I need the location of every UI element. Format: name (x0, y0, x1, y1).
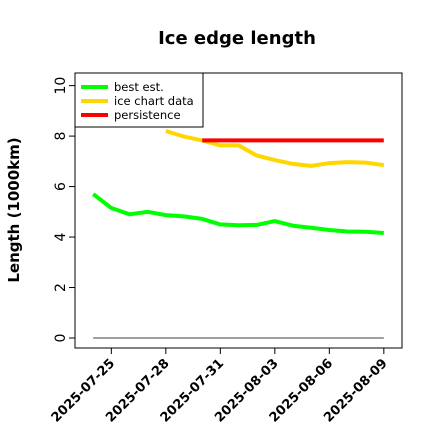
series-line-ice-chart-data (165, 129, 385, 168)
x-axis: 2025-07-252025-07-282025-07-312025-08-03… (49, 348, 391, 426)
legend-label-persistence: persistence (114, 108, 181, 122)
legend-label-ice-chart-data: ice chart data (114, 94, 194, 108)
series-layer (91, 129, 385, 339)
legend-label-best-est: best est. (114, 80, 164, 94)
y-tick-label: 6 (53, 182, 69, 191)
y-tick-label: 2 (53, 283, 69, 292)
y-axis: 0 2 4 6 8 10 (53, 77, 75, 343)
chart-title: Ice edge length (158, 28, 316, 49)
series-line-best-est (91, 192, 384, 235)
plot-frame (74, 72, 403, 349)
y-tick-label: 0 (53, 334, 69, 343)
y-axis-label: Length (1000km) (5, 137, 23, 282)
y-tick-label: 4 (53, 233, 69, 242)
y-tick-label: 10 (53, 77, 69, 95)
y-tick-label: 8 (53, 132, 69, 141)
